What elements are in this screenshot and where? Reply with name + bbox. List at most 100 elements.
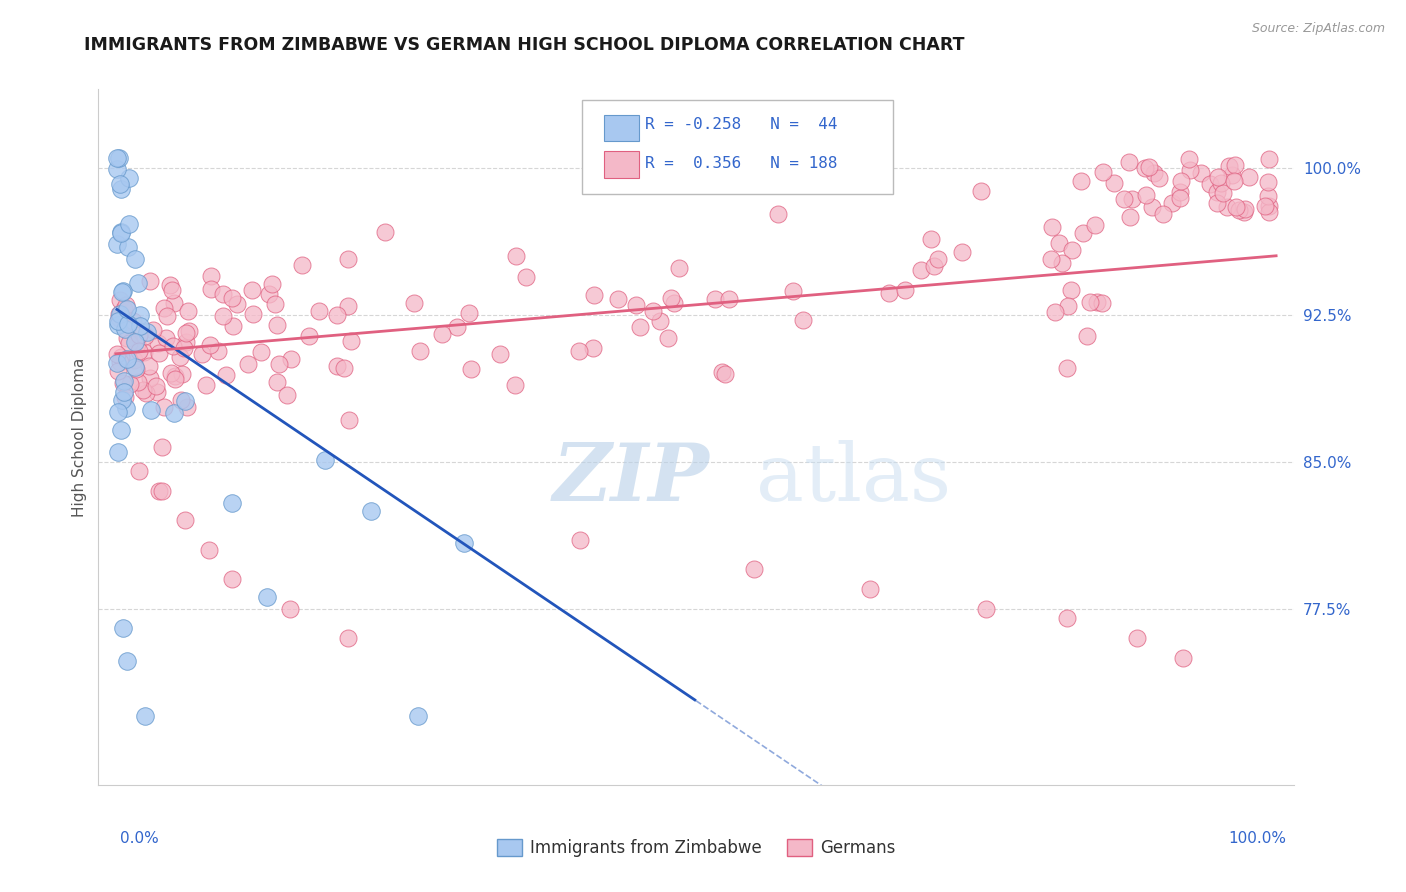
FancyBboxPatch shape [605, 151, 638, 178]
Point [110, 351, 132, 365]
Point [568, 533, 591, 547]
Point [135, 325, 157, 339]
Point [714, 368, 737, 382]
Point [129, 308, 152, 322]
Point [107, 405, 129, 419]
FancyBboxPatch shape [605, 115, 638, 141]
Point [267, 357, 290, 371]
Point [1091, 164, 1114, 178]
Point [117, 655, 139, 669]
Point [1199, 177, 1222, 191]
Point [460, 362, 482, 376]
Point [853, 175, 876, 189]
Point [583, 288, 606, 302]
Point [211, 287, 233, 301]
Point [922, 259, 945, 273]
Point [717, 292, 740, 306]
Point [200, 282, 222, 296]
Point [1189, 166, 1212, 180]
Point [326, 359, 349, 373]
Point [115, 302, 138, 317]
Point [1205, 196, 1227, 211]
Point [118, 171, 141, 186]
Point [893, 283, 915, 297]
Point [970, 184, 993, 198]
Point [153, 301, 176, 315]
Point [910, 263, 932, 277]
Point [1135, 187, 1157, 202]
Point [135, 385, 157, 400]
Point [170, 392, 193, 407]
Point [114, 390, 136, 404]
Point [1133, 161, 1156, 175]
Point [1233, 202, 1256, 216]
Point [108, 307, 131, 321]
Point [1170, 174, 1192, 188]
Point [1091, 295, 1114, 310]
Point [1056, 299, 1078, 313]
Point [221, 291, 243, 305]
Point [117, 318, 139, 332]
Point [766, 207, 789, 221]
Point [212, 310, 235, 324]
Point [1078, 295, 1101, 310]
Point [114, 321, 136, 335]
Point [360, 504, 382, 518]
Point [240, 283, 263, 297]
Point [1168, 191, 1191, 205]
Point [173, 341, 195, 355]
Point [110, 182, 132, 196]
Point [1209, 176, 1232, 190]
Point [280, 351, 302, 366]
Point [124, 334, 146, 349]
Point [606, 293, 628, 307]
Text: IMMIGRANTS FROM ZIMBABWE VS GERMAN HIGH SCHOOL DIPLOMA CORRELATION CHART: IMMIGRANTS FROM ZIMBABWE VS GERMAN HIGH … [84, 36, 965, 54]
Point [165, 371, 187, 385]
Point [703, 292, 725, 306]
Point [1152, 207, 1174, 221]
Point [125, 337, 148, 351]
Point [112, 376, 135, 391]
Point [515, 269, 537, 284]
Point [115, 351, 138, 366]
Point [110, 227, 132, 241]
Point [176, 400, 198, 414]
Point [150, 440, 173, 454]
Text: atlas: atlas [756, 440, 950, 518]
Point [118, 335, 141, 350]
Point [190, 347, 212, 361]
Point [298, 328, 321, 343]
Point [198, 337, 221, 351]
Legend: Immigrants from Zimbabwe, Germans: Immigrants from Zimbabwe, Germans [489, 832, 903, 863]
Point [1060, 283, 1083, 297]
Point [1147, 171, 1170, 186]
Point [952, 245, 974, 260]
Point [262, 277, 284, 292]
Point [1258, 205, 1281, 219]
Point [159, 277, 181, 292]
Point [877, 285, 900, 300]
Point [1112, 193, 1135, 207]
Point [146, 336, 169, 351]
Point [792, 313, 814, 327]
Point [1043, 305, 1066, 319]
Point [162, 339, 184, 353]
Point [238, 357, 260, 371]
Point [1257, 152, 1279, 166]
Point [107, 311, 129, 326]
Point [668, 260, 690, 275]
Point [169, 351, 191, 365]
Point [1085, 294, 1108, 309]
Point [107, 314, 129, 328]
Point [150, 483, 173, 498]
Point [134, 328, 156, 343]
Point [105, 161, 128, 176]
Point [628, 320, 651, 334]
Point [308, 303, 330, 318]
Point [657, 330, 679, 344]
Point [1233, 205, 1256, 219]
Point [1223, 158, 1246, 172]
Point [121, 314, 143, 328]
Point [1062, 243, 1084, 257]
Point [118, 377, 141, 392]
